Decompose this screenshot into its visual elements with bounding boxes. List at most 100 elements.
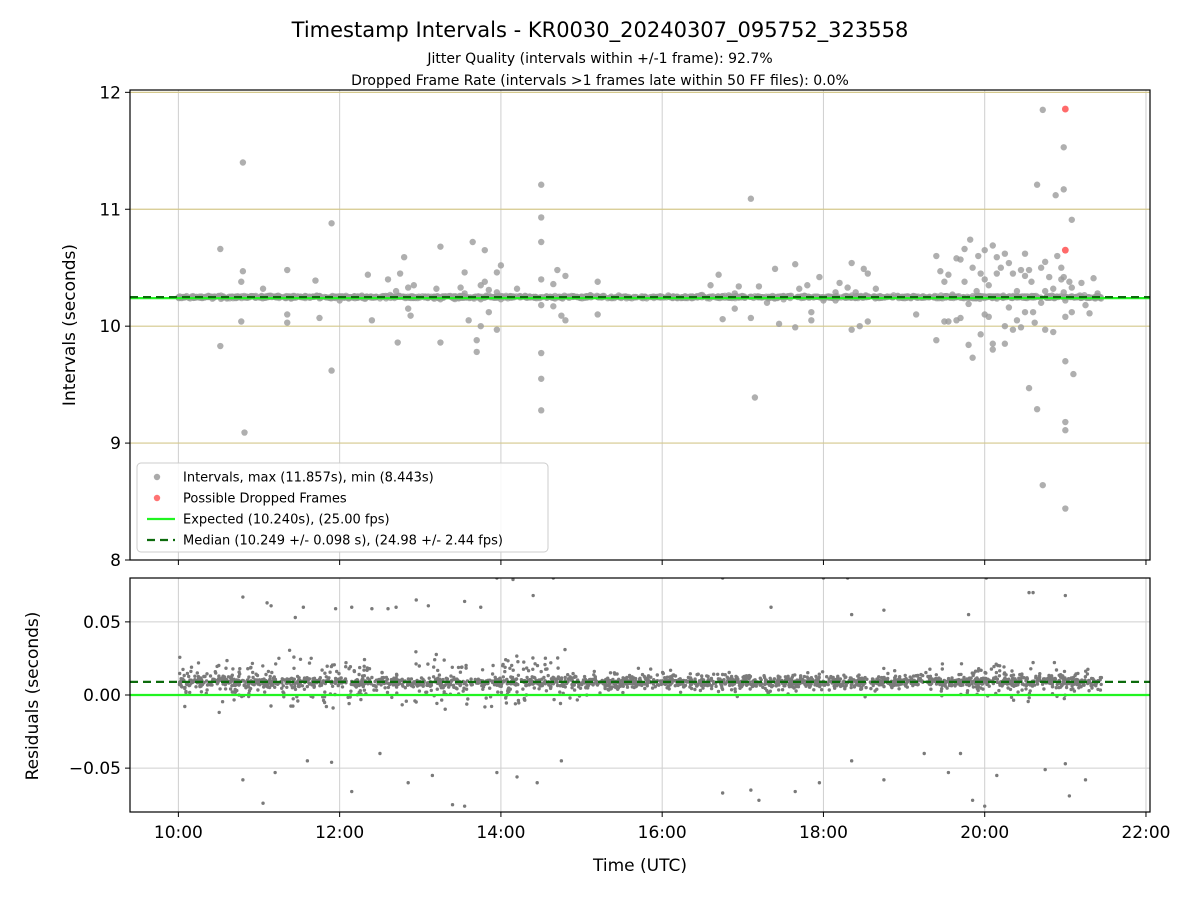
x-tick-label: 12:00 (315, 823, 364, 843)
residual-point (389, 677, 394, 682)
interval-point (368, 317, 376, 324)
residual-point (220, 700, 225, 704)
residual-point (575, 698, 579, 702)
interval-point (989, 340, 996, 347)
interval-point (1041, 258, 1049, 266)
residual-point (994, 676, 998, 681)
residual-point (406, 781, 410, 785)
interval-point (239, 268, 247, 275)
residual-point (563, 647, 567, 652)
residual-point (479, 605, 483, 609)
residual-point (754, 682, 758, 686)
residual-point (370, 607, 374, 611)
residual-point (970, 671, 974, 675)
residual-point (871, 683, 875, 688)
residual-point (292, 677, 296, 681)
residual-point (265, 601, 269, 605)
residual-point (386, 607, 390, 611)
residual-point (466, 697, 470, 701)
interval-point (808, 317, 815, 324)
residual-point (591, 683, 595, 687)
residual-point (929, 687, 933, 691)
residual-point (609, 686, 613, 691)
residual-point (911, 674, 916, 678)
residual-point (273, 685, 277, 689)
residual-point (293, 687, 298, 692)
interval-point (538, 301, 545, 309)
interval-point (513, 285, 521, 292)
residual-point (668, 676, 673, 680)
residual-point (594, 680, 599, 684)
interval-point (1050, 285, 1057, 292)
residual-point (527, 682, 532, 686)
residual-point (1067, 677, 1071, 681)
residual-point (383, 686, 387, 690)
residual-point (367, 667, 372, 671)
residual-point (1070, 684, 1074, 688)
residual-point (701, 686, 705, 690)
residual-point (989, 667, 994, 671)
residual-point (462, 599, 467, 604)
residual-point (499, 683, 503, 687)
residual-point (432, 665, 436, 669)
residual-point (374, 685, 378, 689)
residual-point (666, 684, 670, 689)
residual-point (817, 781, 822, 785)
residual-point (531, 656, 535, 660)
residual-point (1076, 671, 1080, 676)
residual-point (613, 685, 617, 689)
residual-point (414, 650, 418, 654)
residual-point (649, 667, 653, 671)
residual-point (1086, 667, 1090, 671)
residual-point (570, 686, 574, 690)
residual-point (465, 702, 469, 706)
residual-point (270, 670, 274, 675)
interval-point (1058, 264, 1065, 271)
top-y-tick-label: 8 (110, 551, 121, 571)
residual-point (296, 699, 300, 703)
residual-point (712, 672, 716, 676)
residual-point (298, 657, 303, 661)
residual-point (461, 689, 465, 693)
residual-point (464, 666, 468, 670)
residual-point (625, 685, 630, 689)
residual-point (322, 700, 327, 705)
residual-point (1010, 669, 1014, 673)
residual-point (934, 682, 939, 686)
residual-point (643, 676, 647, 681)
residual-point (229, 675, 234, 679)
residual-point (665, 675, 670, 679)
interval-point (392, 287, 400, 295)
residual-point (200, 682, 205, 687)
residual-point (975, 687, 980, 691)
residual-point (934, 673, 938, 677)
interval-point (731, 290, 738, 297)
interval-point (396, 270, 404, 277)
interval-point (715, 271, 722, 278)
legend-label: Intervals, max (11.857s), min (8.443s) (183, 471, 434, 486)
residual-point (545, 667, 549, 671)
residual-point (729, 688, 734, 692)
residual-point (491, 663, 495, 668)
residual-point (759, 678, 763, 682)
residual-point (283, 678, 287, 682)
residual-point (983, 670, 987, 675)
residual-point (280, 686, 284, 690)
interval-point (538, 214, 545, 221)
interval-point (957, 314, 964, 322)
residual-point (998, 669, 1002, 673)
interval-point (394, 339, 401, 346)
residual-point (558, 701, 563, 706)
residual-point (765, 688, 769, 693)
interval-point (217, 342, 224, 350)
interval-point (1013, 287, 1021, 295)
residual-point (739, 685, 743, 689)
residual-point (882, 608, 886, 612)
residual-point (827, 677, 831, 681)
interval-point (1017, 266, 1025, 274)
residual-point (203, 674, 207, 679)
residual-point (608, 680, 612, 684)
residual-point (539, 669, 543, 674)
residual-point (511, 578, 515, 582)
residual-point (768, 676, 772, 680)
